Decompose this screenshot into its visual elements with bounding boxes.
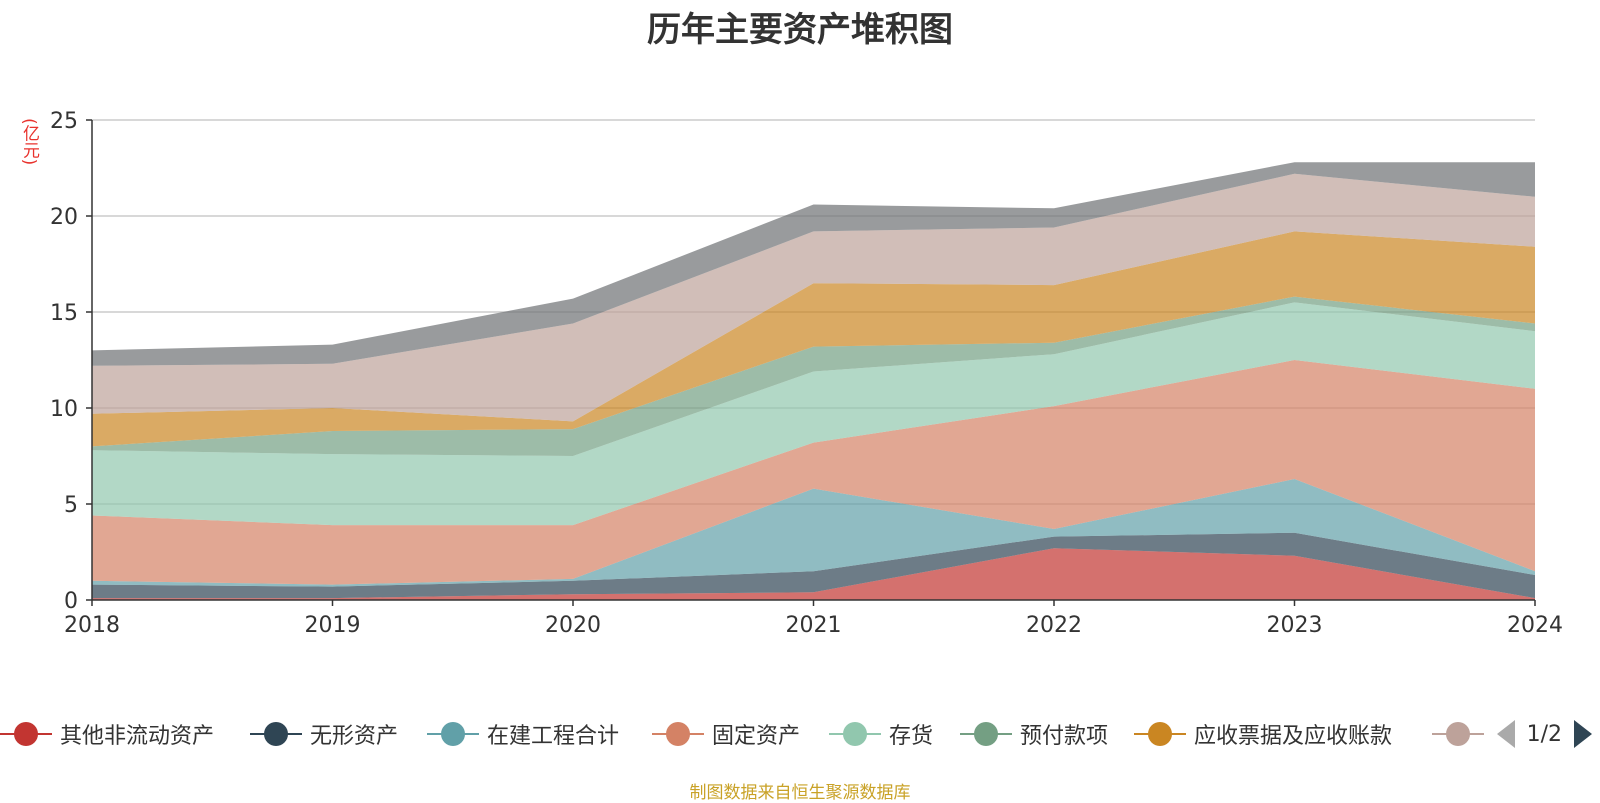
y-tick-label: 0 bbox=[64, 589, 78, 614]
legend-marker-icon bbox=[250, 716, 302, 752]
legend-label: 其他非流动资产 bbox=[60, 724, 215, 749]
y-tick-label: 20 bbox=[50, 205, 78, 230]
area-series-5[interactable] bbox=[92, 296, 1535, 456]
legend-item-2[interactable]: 在建工程合计 bbox=[427, 716, 619, 752]
y-tick-label: 15 bbox=[50, 301, 78, 326]
chart-title: 历年主要资产堆积图 bbox=[647, 10, 953, 50]
y-tick-label: 10 bbox=[50, 397, 78, 422]
legend-item-4[interactable]: 存货 bbox=[829, 716, 933, 752]
legend-item-3[interactable]: 固定资产 bbox=[652, 716, 800, 752]
area-series-8[interactable] bbox=[92, 162, 1535, 366]
y-axis-unit-label: (亿元) bbox=[19, 118, 39, 166]
legend-item-5[interactable]: 预付款项 bbox=[960, 716, 1108, 752]
area-series-7[interactable] bbox=[92, 173, 1535, 422]
legend-label: 无形资产 bbox=[310, 724, 399, 749]
data-source-note: 制图数据来自恒生聚源数据库 bbox=[689, 783, 911, 803]
x-tick-label: 2024 bbox=[1507, 613, 1563, 638]
x-tick-label: 2019 bbox=[305, 613, 361, 638]
legend-label: 固定资产 bbox=[712, 724, 801, 749]
x-tick-label: 2021 bbox=[786, 613, 842, 638]
area-series-3[interactable] bbox=[92, 360, 1535, 585]
legend-marker-icon bbox=[1432, 716, 1484, 752]
legend-prev-page-icon[interactable] bbox=[1496, 720, 1515, 748]
legend-marker-icon bbox=[829, 716, 881, 752]
legend-marker-icon bbox=[427, 716, 479, 752]
legend-label: 预付款项 bbox=[1020, 724, 1109, 749]
x-tick-label: 2018 bbox=[64, 613, 120, 638]
legend-label: 存货 bbox=[889, 724, 934, 749]
legend-next-page-icon[interactable] bbox=[1574, 720, 1592, 748]
y-tick-label: 5 bbox=[64, 493, 78, 518]
legend-marker-icon bbox=[652, 716, 704, 752]
y-tick-label: 25 bbox=[50, 109, 78, 134]
legend-marker-icon bbox=[1134, 716, 1186, 752]
area-series-layer bbox=[92, 162, 1535, 600]
legend-label: 在建工程合计 bbox=[487, 724, 620, 749]
area-series-0[interactable] bbox=[92, 548, 1535, 600]
x-tick-label: 2022 bbox=[1026, 613, 1082, 638]
legend-label: 应收票据及应收账款 bbox=[1194, 724, 1393, 749]
legend-page-indicator: 1/2 bbox=[1526, 721, 1562, 747]
legend-item-1[interactable]: 无形资产 bbox=[250, 716, 398, 752]
area-series-4[interactable] bbox=[92, 302, 1535, 526]
legend-pager: 1/2 bbox=[1496, 716, 1592, 752]
area-series-1[interactable] bbox=[92, 532, 1535, 599]
axes: 0 5 10 15 20 25 2018 2019 2020 2021 2022 2023 2024 bbox=[50, 109, 1563, 638]
legend-item-7[interactable] bbox=[1432, 716, 1484, 752]
legend-item-0[interactable]: 其他非流动资产 bbox=[0, 716, 214, 752]
legend-item-6[interactable]: 应收票据及应收账款 bbox=[1134, 716, 1392, 752]
area-series-2[interactable] bbox=[92, 479, 1535, 587]
x-tick-label: 2020 bbox=[545, 613, 601, 638]
x-tick-label: 2023 bbox=[1267, 613, 1323, 638]
legend-marker-icon bbox=[960, 716, 1012, 752]
area-series-6[interactable] bbox=[92, 231, 1535, 447]
legend: 其他非流动资产 无形资产 在建工程合计 固定资产 存货 预付款项 应收票据及应收账款 1/2 bbox=[0, 716, 1600, 752]
legend-marker-icon bbox=[0, 716, 52, 752]
